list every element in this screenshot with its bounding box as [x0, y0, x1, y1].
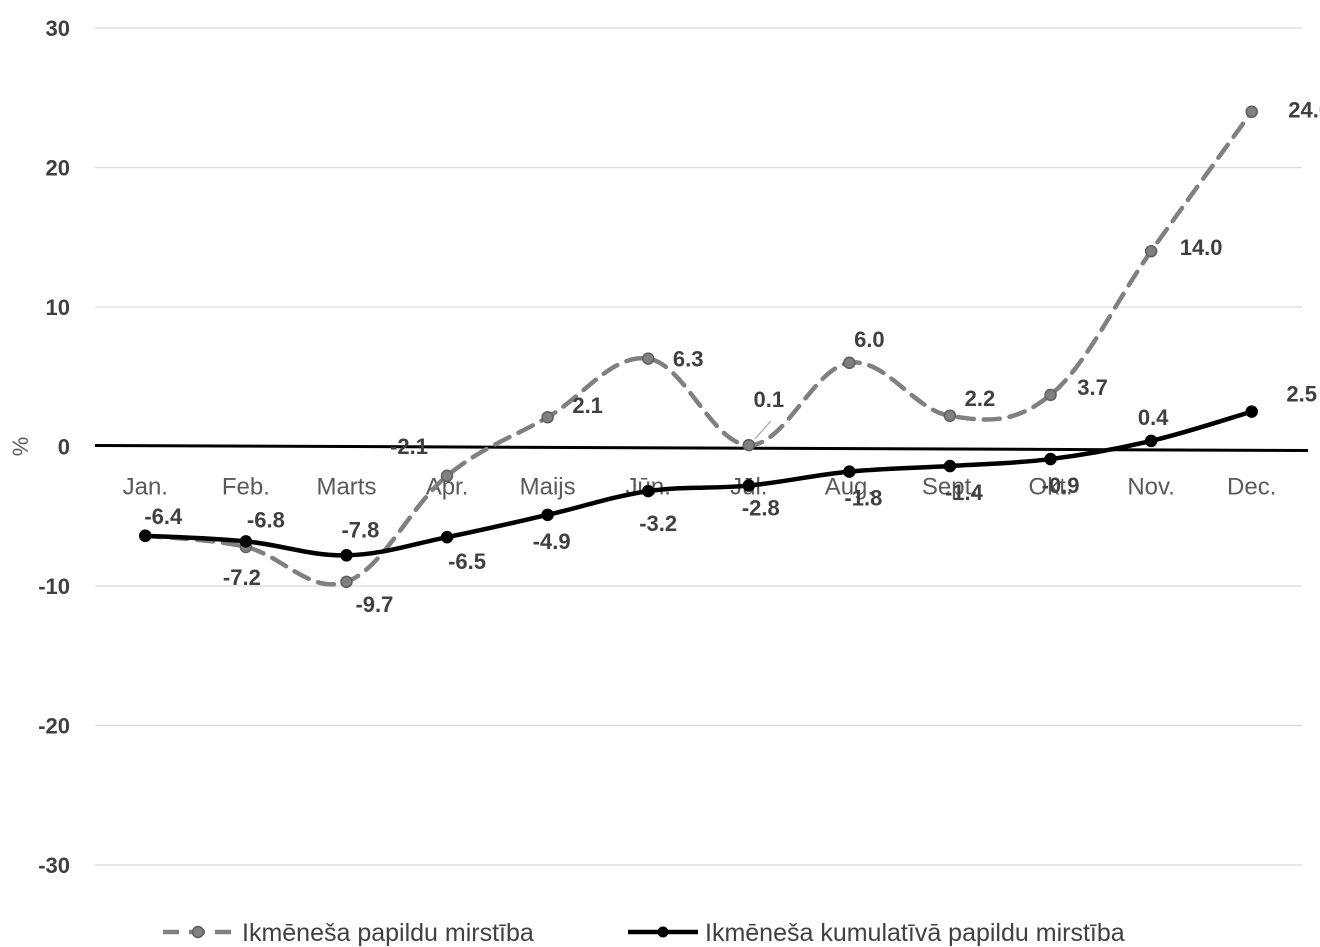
data-label: -2.8	[742, 496, 780, 521]
data-label: -6.5	[448, 549, 486, 574]
data-label: -0.9	[1042, 473, 1080, 498]
x-tick-label: Okt.	[1029, 474, 1073, 501]
data-label: 14.0	[1180, 235, 1223, 260]
data-point	[742, 479, 756, 492]
data-point	[943, 409, 957, 423]
data-point	[440, 530, 454, 544]
data-label: -3.2	[639, 511, 677, 536]
data-point	[340, 575, 353, 589]
x-tick-label: Maijs	[520, 474, 576, 501]
x-tick-label: Dec.	[1227, 474, 1276, 501]
y-tick-label: -10	[38, 574, 70, 599]
series	[139, 105, 1258, 589]
data-label: -4.9	[533, 529, 571, 554]
data-point	[742, 438, 756, 452]
data-point	[1044, 452, 1057, 466]
y-tick-label: 10	[46, 295, 70, 320]
y-tick-label: 0	[58, 435, 70, 460]
data-point	[843, 465, 856, 478]
data-label: -1.4	[945, 480, 984, 505]
y-tick-label: 30	[46, 16, 70, 41]
data-label: -1.8	[844, 486, 882, 511]
data-point	[541, 410, 554, 424]
data-label: -6.4	[144, 504, 183, 529]
label-leader-line	[754, 420, 772, 440]
data-point	[641, 352, 655, 365]
y-tick-label: 20	[46, 156, 70, 181]
data-label: -6.8	[247, 507, 285, 532]
data-label: 2.2	[965, 386, 996, 411]
data-point	[843, 356, 856, 370]
data-point	[641, 484, 655, 498]
legend-label: Ikmēneša papildu mirstība	[242, 919, 534, 947]
legend: Ikmēneša papildu mirstība Ikmēneša kumula…	[163, 919, 1125, 947]
data-point	[541, 508, 554, 522]
data-point	[1245, 105, 1258, 118]
data-label: 2.1	[572, 393, 603, 418]
data-label: -9.7	[355, 592, 393, 617]
legend-item-monthly: Ikmēneša papildu mirstība	[163, 919, 534, 947]
data-point	[340, 549, 353, 562]
data-point	[943, 459, 957, 473]
data-point	[440, 469, 454, 483]
x-tick-label: Nov.	[1127, 474, 1175, 501]
y-tick-label: -20	[38, 714, 70, 739]
data-label: -2.1	[390, 434, 428, 459]
x-tick-label: Sept.	[922, 474, 978, 501]
legend-label: Ikmēneša kumulatīvā papildu mirstība	[705, 919, 1125, 947]
y-axis-title: %	[8, 437, 33, 457]
x-tick-label: Aug.	[825, 474, 874, 501]
data-label: 6.3	[673, 347, 704, 372]
data-point	[1144, 434, 1158, 448]
data-point	[139, 529, 152, 543]
legend-marker	[657, 926, 669, 938]
x-tick-label: Marts	[316, 474, 376, 501]
series-line	[143, 409, 1254, 558]
data-label: 6.0	[854, 327, 885, 352]
data-labels: -7.2 -9.7 -2.1 2.1 6.3 0.1 6.0 2.2 3.7 14.0 24.0 -6…	[144, 98, 1320, 617]
y-tick-label: -30	[38, 853, 70, 878]
x-tick-label: Jan.	[123, 474, 168, 501]
series-cumulative-excess	[139, 405, 1258, 562]
legend-item-cumulative: Ikmēneša kumulatīvā papildu mirstība	[628, 919, 1125, 947]
data-point	[239, 535, 253, 548]
data-label: 0.4	[1138, 405, 1169, 430]
x-tick-label: Feb.	[222, 474, 270, 501]
data-point	[1144, 244, 1158, 258]
data-label: 3.7	[1077, 375, 1108, 400]
gridlines	[95, 27, 1302, 866]
y-axis: -30 -20 -10 0 10 20 30%	[8, 16, 70, 878]
data-label: -7.8	[341, 517, 379, 542]
data-point	[1245, 405, 1258, 418]
data-label: 2.5	[1286, 382, 1317, 407]
data-point	[1044, 388, 1057, 402]
data-label: 24.0	[1288, 98, 1320, 123]
data-label: 0.1	[753, 387, 784, 412]
legend-marker	[191, 925, 205, 939]
data-label: -7.2	[223, 565, 261, 590]
